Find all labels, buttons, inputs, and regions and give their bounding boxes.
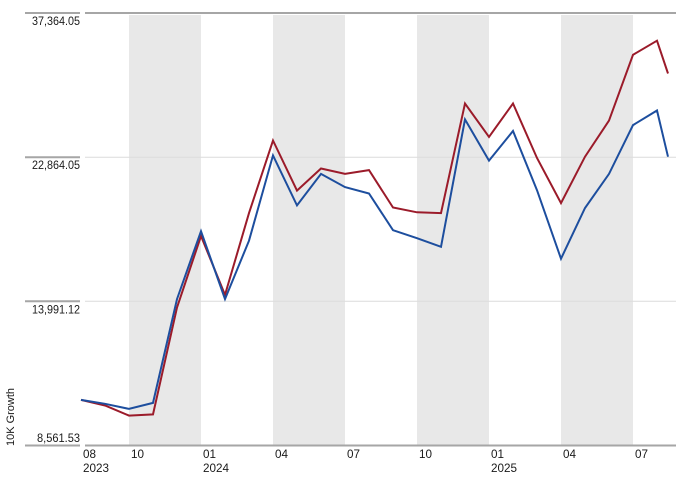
x-tick-label: 10	[131, 449, 144, 461]
dark-red-line	[80, 39, 669, 417]
data-series	[80, 39, 669, 417]
x-tick-label: 01	[203, 449, 216, 461]
x-tick-label: 07	[347, 449, 360, 461]
x-year-label: 2025	[491, 463, 517, 475]
quarter-band	[273, 15, 345, 445]
x-tick-label: 07	[635, 449, 648, 461]
x-year-label: 2024	[203, 463, 230, 475]
x-tick-label: 08	[83, 449, 96, 461]
y-tick-label: 13,991.12	[32, 304, 80, 316]
x-tick-label: 04	[563, 449, 577, 461]
y-axis-tick-labels: 37,364.05 22,864.05 13,991.12 8,561.53	[32, 16, 80, 445]
blue-line	[80, 108, 669, 410]
x-tick-label: 04	[275, 449, 289, 461]
quarter-band	[417, 15, 489, 445]
x-tick-label: 10	[419, 449, 432, 461]
x-axis-tick-labels: 08 2023 10 01 2024 04 07 10 01 2025 04 07	[83, 449, 648, 475]
y-tick-label: 37,364.05	[32, 16, 80, 28]
gridlines	[25, 12, 676, 447]
y-tick-label: 22,864.05	[32, 160, 80, 172]
x-year-label: 2023	[83, 463, 109, 475]
quarter-band	[561, 15, 633, 445]
quarter-bands	[129, 15, 633, 445]
y-tick-label: 8,561.53	[37, 433, 80, 445]
quarter-band	[129, 15, 201, 445]
x-tick-label: 01	[491, 449, 504, 461]
y-axis-title: 10K Growth	[5, 388, 17, 446]
